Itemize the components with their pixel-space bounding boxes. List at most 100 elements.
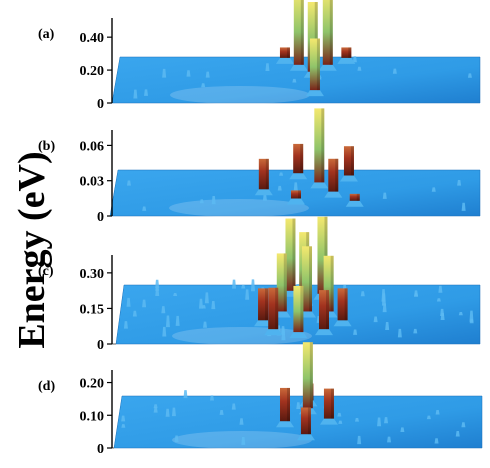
surface-bump xyxy=(133,89,138,99)
surface-highlight xyxy=(169,199,309,217)
surface-bump xyxy=(277,185,282,191)
y-tick-label: 0.20 xyxy=(80,64,105,79)
surface-bump xyxy=(126,297,131,307)
peak-column xyxy=(343,146,354,176)
surface-bump xyxy=(265,63,270,71)
surface-bump xyxy=(205,71,210,78)
surface-bump xyxy=(132,310,137,317)
surface-bump xyxy=(438,285,443,293)
peak-base xyxy=(254,320,273,327)
y-tick-label: 0.40 xyxy=(80,31,105,46)
surface-bump xyxy=(279,172,284,176)
surface-bump xyxy=(173,293,178,297)
surface-bump xyxy=(292,78,297,83)
y-tick-label: 0.10 xyxy=(80,409,105,424)
surface-bump xyxy=(241,284,246,289)
panel-label: (c) xyxy=(38,264,54,279)
peak-column xyxy=(276,253,287,312)
surface-bump xyxy=(198,298,203,309)
peak-shade xyxy=(330,388,334,419)
surface-bump xyxy=(239,418,244,425)
surface-bump xyxy=(352,56,357,63)
surface-bump xyxy=(461,422,466,428)
surface-bump xyxy=(161,306,166,314)
peak-column xyxy=(341,47,352,58)
peak-column xyxy=(323,388,334,419)
panel-label: (b) xyxy=(38,139,55,154)
surface-plane xyxy=(113,395,483,449)
peak-column xyxy=(258,288,269,321)
peak-shade xyxy=(321,108,325,183)
panel-d: (d) 0 0.10 0.20 xyxy=(38,342,483,457)
peak-shade xyxy=(300,143,304,174)
peak-base xyxy=(333,320,352,327)
peak-base xyxy=(337,57,356,64)
peak-base xyxy=(305,90,324,97)
surface-bump xyxy=(262,193,267,201)
surface-bump xyxy=(296,402,301,410)
surface-bump xyxy=(455,431,460,437)
peak-shade xyxy=(335,158,339,192)
surface-bump xyxy=(384,417,389,424)
peak-column xyxy=(322,0,333,65)
surface-bump xyxy=(382,303,387,313)
peak-column xyxy=(293,143,304,174)
surface-bump xyxy=(175,315,180,326)
surface-bump xyxy=(360,291,365,297)
peak-base xyxy=(324,191,343,198)
peak-shade xyxy=(309,342,313,409)
surface-bump xyxy=(162,68,167,78)
surface-bump xyxy=(219,410,224,415)
surface-bump xyxy=(211,196,216,205)
peak-base xyxy=(275,57,294,64)
panel-label: (d) xyxy=(38,379,55,394)
surface-bump xyxy=(387,436,392,443)
surface-bump xyxy=(353,329,358,335)
surface-highlight xyxy=(170,86,310,104)
panel-label: (a) xyxy=(38,27,55,42)
surface-bump xyxy=(211,301,216,310)
peak-column xyxy=(300,407,311,435)
peak-shade xyxy=(350,146,354,176)
surface-bump xyxy=(434,438,439,444)
surface-bump xyxy=(231,403,236,410)
peak-column xyxy=(279,47,290,58)
surface-bump xyxy=(357,66,362,71)
surface-bump xyxy=(461,202,466,211)
peak-shade xyxy=(283,253,287,312)
surface-bump xyxy=(373,316,378,323)
surface-bump xyxy=(165,408,170,417)
surface-bump xyxy=(435,410,440,415)
surface-bump xyxy=(232,279,237,289)
peak-column xyxy=(258,158,269,190)
peak-column xyxy=(293,285,304,333)
peak-shade xyxy=(275,287,279,330)
peak-column xyxy=(268,287,279,330)
surface-bump xyxy=(153,407,158,413)
surface-bump xyxy=(400,427,405,432)
panel-b: (b) 0 0.03 0.06 xyxy=(38,108,481,225)
surface-bump xyxy=(123,321,128,329)
panels-group: (a) 0 0.20 0.40 (b) 0 0.03 0.06 (c) 0 0.15 0.30 (d) 0… xyxy=(38,0,483,457)
surface-bump xyxy=(121,424,126,428)
y-tick-label: 0.30 xyxy=(80,267,105,282)
y-tick-label: 0.15 xyxy=(80,302,105,317)
peak-column xyxy=(349,193,360,201)
peak-shade xyxy=(286,47,290,58)
peak-shade xyxy=(330,255,334,312)
surface-bump xyxy=(413,328,418,334)
surface-bump xyxy=(165,315,170,328)
peak-shade xyxy=(300,0,304,65)
y-axis-label: Energy (eV) xyxy=(11,151,53,348)
surface-bump xyxy=(382,192,387,199)
surface-bump xyxy=(440,313,445,320)
peak-base xyxy=(314,329,333,336)
peak-shade xyxy=(287,387,291,422)
peak-base xyxy=(345,200,364,207)
surface-bump xyxy=(381,293,386,306)
y-tick-label: 0 xyxy=(97,338,104,353)
y-tick-label: 0.20 xyxy=(80,377,105,392)
peak-shade xyxy=(356,193,360,201)
peak-column xyxy=(323,255,334,312)
surface-bump xyxy=(397,328,402,338)
